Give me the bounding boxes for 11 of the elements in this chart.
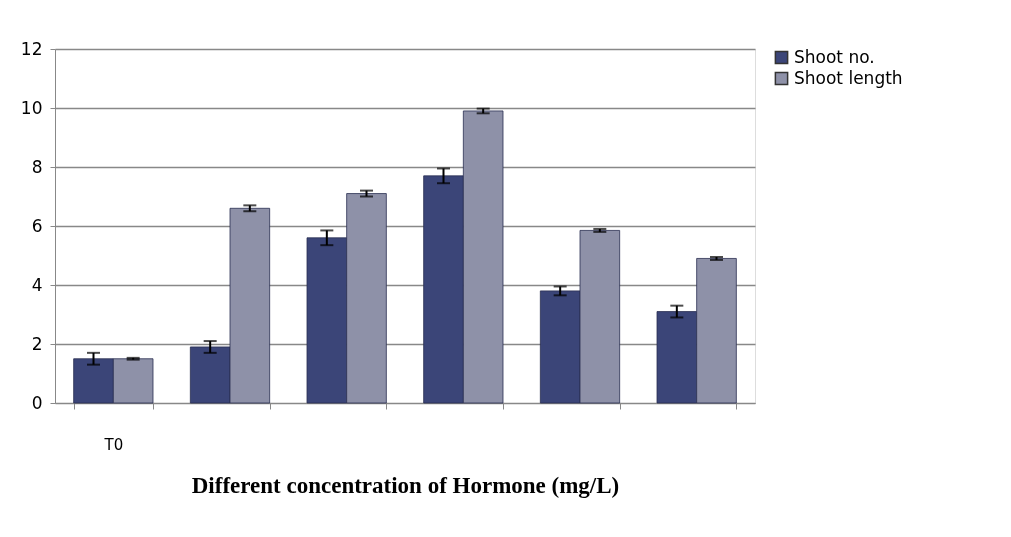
x-tick-label: T0: [103, 435, 124, 454]
y-tick-label: 6: [31, 215, 43, 236]
y-tick-label: 12: [20, 38, 43, 59]
y-tick-label: 2: [31, 333, 43, 354]
y-tick-label: 4: [31, 274, 43, 295]
x-axis-title: Different concentration of Hormone (mg/L): [191, 472, 620, 498]
legend-label: Shoot no.: [794, 46, 875, 67]
y-tick-label: 8: [31, 156, 43, 177]
y-tick-label: 0: [31, 392, 43, 413]
legend-label: Shoot length: [794, 67, 903, 88]
y-tick-label: 10: [20, 97, 43, 118]
